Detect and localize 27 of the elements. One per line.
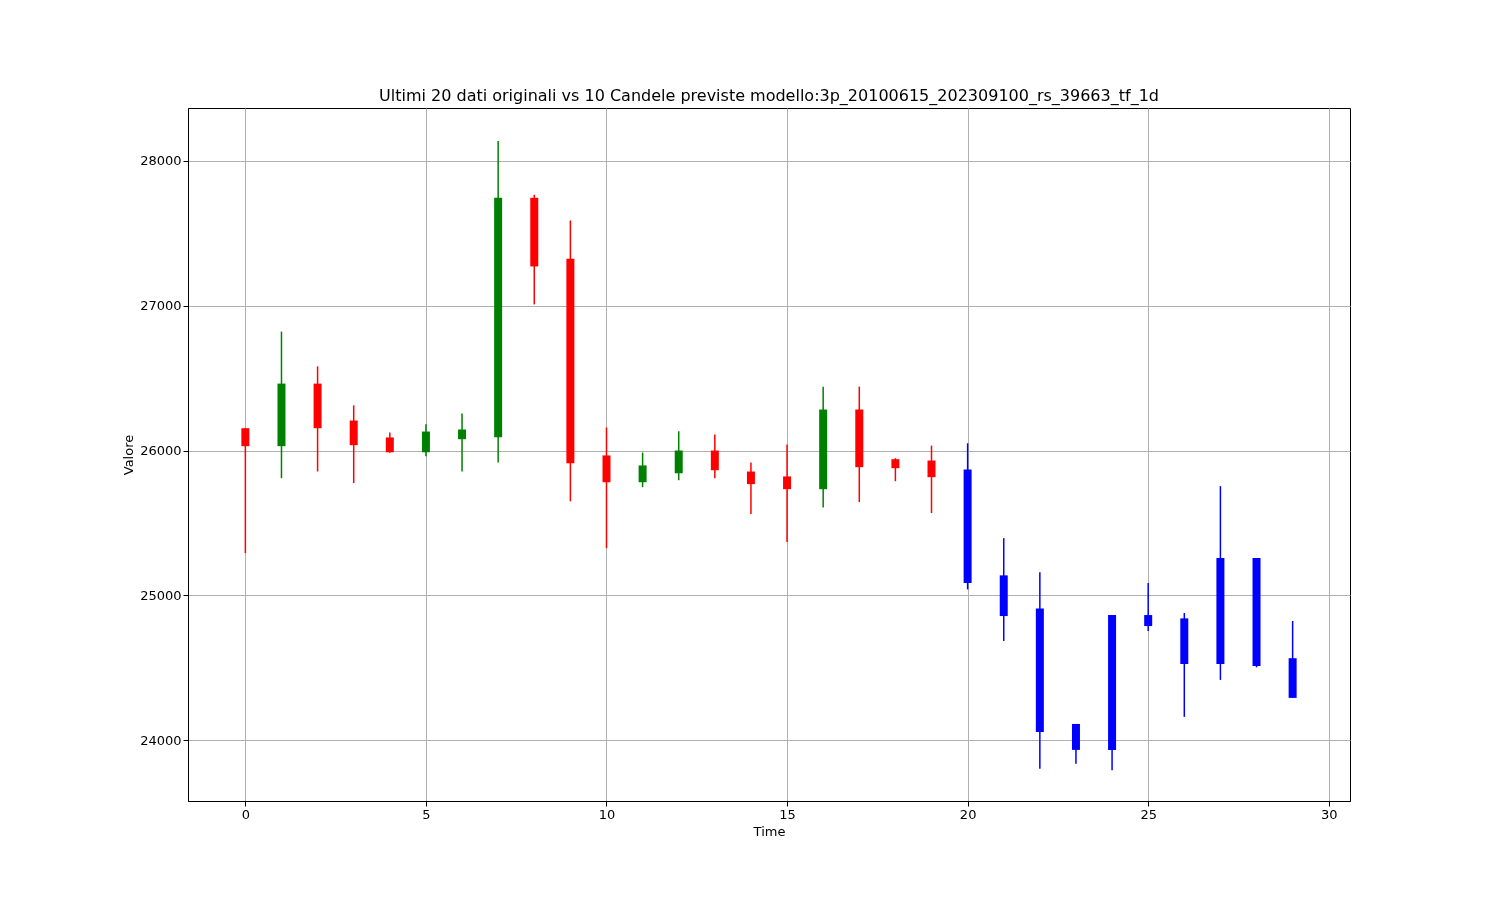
y-tick-label: 24000	[140, 732, 182, 748]
y-tick-label: 28000	[140, 153, 182, 169]
candlestick	[638, 451, 647, 488]
y-tick-label: 26000	[140, 443, 182, 459]
candlestick	[710, 433, 719, 479]
x-tick-label: 0	[241, 806, 250, 822]
x-tick-label: 15	[779, 806, 796, 822]
candlestick	[421, 423, 430, 457]
candlestick	[783, 443, 792, 543]
y-tick-label: 27000	[140, 298, 182, 314]
x-tick-label: 30	[1320, 806, 1338, 822]
candlestick	[385, 431, 394, 454]
y-tick-label: 25000	[140, 587, 182, 603]
candlestick	[927, 444, 936, 514]
chart-title: Ultimi 20 dati originali vs 10 Candele previste modello:3p_20100615_202309100_rs_39663_tf_1d	[379, 86, 1159, 106]
candlestick	[458, 412, 467, 473]
y-axis-title: Valore	[121, 434, 137, 476]
candlestick	[891, 457, 900, 482]
x-tick-label: 10	[598, 806, 616, 822]
x-tick-label: 5	[422, 806, 431, 822]
candlestick	[1144, 582, 1153, 632]
x-axis-title: Time	[752, 823, 786, 839]
x-tick-label: 25	[1140, 806, 1157, 822]
x-tick-label: 20	[959, 806, 977, 822]
candlestick	[241, 427, 250, 554]
candlestick	[746, 461, 755, 515]
candlestick	[674, 430, 683, 481]
